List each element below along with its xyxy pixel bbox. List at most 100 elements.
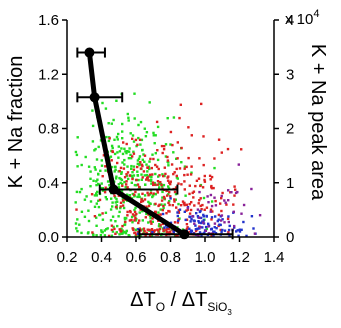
scatter-point-purple [202, 221, 205, 224]
scatter-point-green [103, 229, 106, 232]
scatter-point-blue [213, 230, 216, 233]
scatter-point-green [122, 201, 125, 204]
scatter-point-red [176, 141, 179, 144]
scatter-point-red [139, 167, 143, 170]
y-right-tick-label: 4 [286, 12, 294, 29]
scatter-point-purple [224, 201, 227, 204]
scatter-point-red [220, 209, 223, 213]
scatter-point-green [152, 134, 155, 137]
scatter-point-green [95, 180, 98, 183]
scatter-point-green [111, 215, 115, 218]
scatter-point-green [103, 234, 107, 237]
scatter-point-green [100, 164, 104, 167]
scatter-point-red [153, 183, 156, 186]
scatter-point-red [188, 184, 191, 187]
scatter-point-red [200, 208, 203, 211]
scatter-point-green [101, 189, 105, 192]
fraction-point [179, 229, 190, 240]
scatter-point-red [147, 228, 151, 232]
scatter-point-green [95, 194, 98, 197]
scatter-point-red [110, 224, 114, 227]
scatter-point-red [160, 183, 163, 187]
scatter-point-red [143, 154, 147, 157]
scatter-point-purple [209, 210, 212, 213]
scatter-point-purple [197, 234, 200, 238]
scatter-point-green [151, 195, 154, 199]
scatter-point-green [101, 187, 104, 190]
scatter-point-green [161, 185, 164, 188]
scatter-point-green [164, 155, 168, 158]
scatter-point-green [119, 177, 122, 181]
scatter-point-green [167, 161, 170, 164]
scatter-point-red [209, 208, 213, 211]
y-left-tick-label: 1.2 [38, 66, 59, 83]
scatter-point-green [132, 174, 136, 177]
scatter-point-red [160, 199, 164, 202]
scatter-point-green [143, 174, 146, 177]
scatter-point-purple [213, 222, 217, 225]
y-left-tick-label: 0.4 [38, 175, 59, 192]
scatter-point-purple [234, 191, 238, 195]
scatter-point-green [127, 177, 130, 181]
scatter-point-red [121, 184, 124, 187]
scatter-point-red [197, 202, 200, 205]
scatter-point-green [109, 208, 113, 211]
peak-area-scatter [74, 92, 262, 238]
scatter-point-red [176, 234, 179, 237]
scatter-point-red [166, 159, 170, 162]
scatter-point-red [132, 193, 136, 196]
scatter-point-green [132, 150, 135, 153]
scatter-point-green [143, 160, 146, 163]
scatter-point-red [199, 197, 202, 200]
scatter-point-red [179, 103, 182, 106]
scatter-point-red [169, 180, 172, 183]
scatter-point-red [203, 178, 206, 182]
scatter-point-red [191, 191, 194, 195]
scatter-point-green [136, 159, 140, 162]
scatter-point-green [86, 232, 90, 235]
scatter-point-red [188, 202, 191, 206]
scatter-point-green [127, 157, 131, 160]
scatter-point-red [132, 228, 135, 232]
scatter-point-red [130, 218, 133, 222]
scatter-point-red [180, 146, 183, 150]
scatter-point-red [221, 191, 224, 195]
scatter-point-red [136, 165, 139, 169]
scatter-point-green [117, 132, 120, 136]
scatter-point-green [154, 192, 157, 196]
scatter-point-green [148, 101, 151, 104]
scatter-point-red [234, 188, 237, 191]
scatter-point-red [107, 234, 111, 238]
scatter-point-red [176, 157, 179, 160]
scatter-point-green [157, 175, 160, 178]
scatter-point-red [144, 216, 147, 219]
scatter-point-red [141, 192, 144, 195]
scatter-point-purple [227, 189, 230, 192]
scatter-point-blue [176, 214, 179, 218]
scatter-point-purple [207, 201, 210, 204]
scatter-point-green [120, 171, 123, 174]
scatter-point-blue [190, 229, 193, 232]
scatter-point-red [177, 211, 181, 214]
scatter-point-green [101, 218, 105, 221]
scatter-point-green [131, 134, 135, 137]
scatter-point-red [149, 220, 152, 223]
scatter-point-red [111, 150, 114, 153]
scatter-point-red [143, 198, 147, 201]
scatter-point-green [210, 200, 214, 203]
scatter-point-purple [213, 196, 216, 199]
scatter-point-red [125, 142, 128, 146]
scatter-point-green [159, 208, 162, 211]
scatter-point-red [153, 229, 157, 232]
scatter-point-green [162, 206, 165, 210]
scatter-point-purple [230, 191, 233, 194]
scatter-point-red [139, 161, 142, 164]
scatter-point-red [142, 170, 146, 173]
scatter-point-green [156, 158, 160, 162]
scatter-point-green [114, 177, 118, 180]
scatter-point-red [93, 215, 97, 218]
scatter-point-green [160, 203, 163, 206]
scatter-point-green [130, 164, 133, 168]
scatter-point-green [97, 183, 100, 186]
